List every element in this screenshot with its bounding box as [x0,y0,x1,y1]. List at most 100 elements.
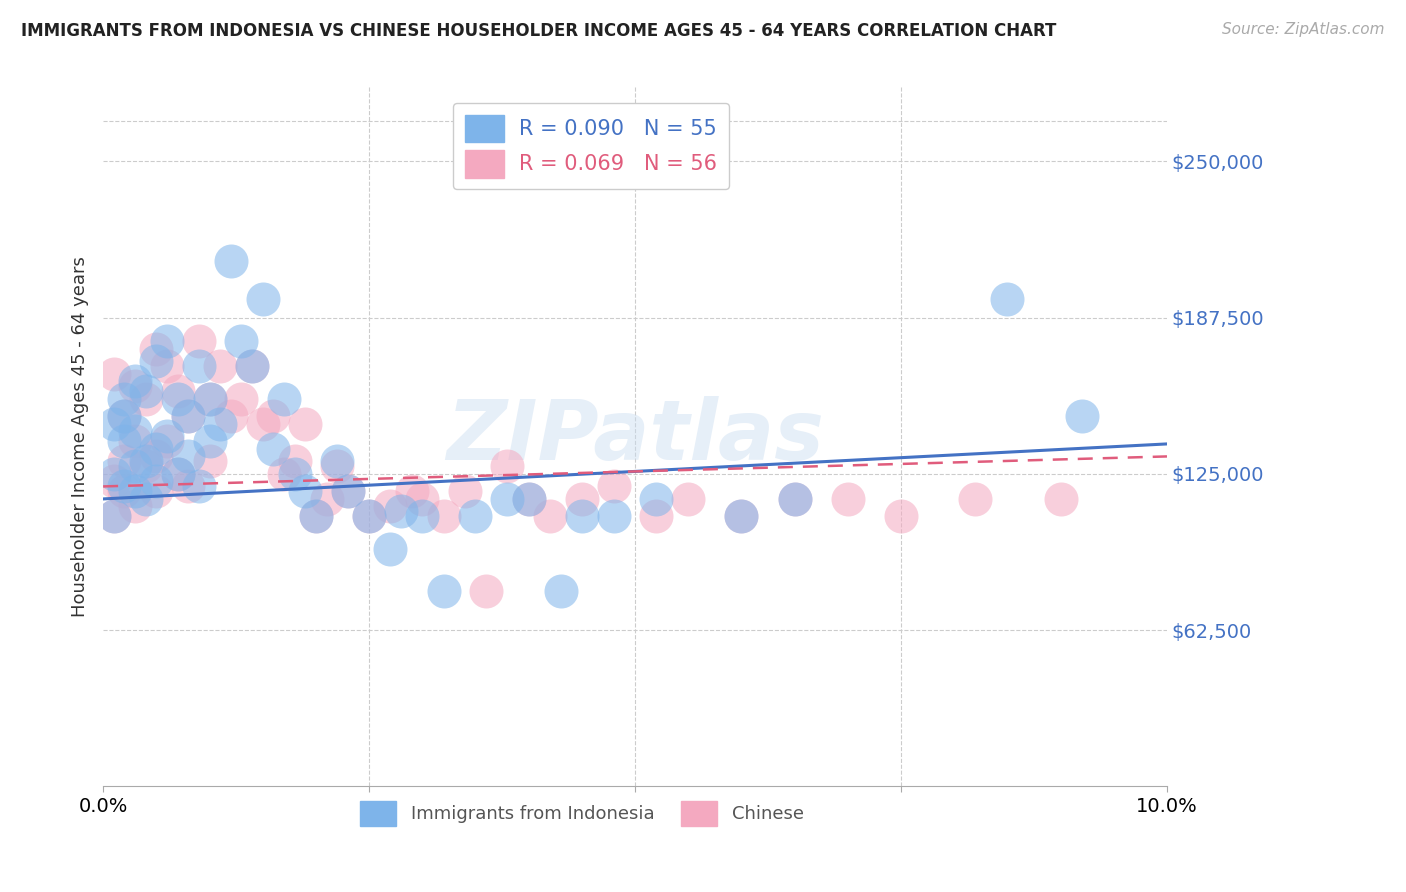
Point [231,334,253,349]
Point [103,417,125,431]
Point [198,454,221,468]
Y-axis label: Householder Income Ages 45 - 64 years: Householder Income Ages 45 - 64 years [72,256,89,617]
Point [517,491,540,506]
Point [209,359,232,374]
Point [252,417,274,431]
Point [496,491,519,506]
Point [571,491,593,506]
Point [475,584,498,599]
Point [294,484,316,499]
Point [454,484,477,499]
Point [103,509,125,524]
Point [326,459,349,474]
Point [995,292,1018,306]
Point [219,409,242,424]
Point [305,509,328,524]
Point [112,454,135,468]
Point [209,417,232,431]
Point [198,434,221,449]
Point [240,359,263,374]
Point [1049,491,1071,506]
Point [837,491,859,506]
Point [1070,409,1092,424]
Point [359,509,381,524]
Point [730,509,752,524]
Point [187,359,209,374]
Point [103,475,125,489]
Point [284,454,307,468]
Point [890,509,912,524]
Point [603,479,626,493]
Point [124,379,146,393]
Point [730,509,752,524]
Point [326,454,349,468]
Point [145,354,167,368]
Point [187,334,209,349]
Point [112,484,135,499]
Point [262,442,284,456]
Point [166,467,188,481]
Point [273,392,295,406]
Point [389,504,412,518]
Point [177,479,200,493]
Point [380,500,402,514]
Point [166,392,188,406]
Point [103,367,125,381]
Point [965,491,987,506]
Point [135,491,157,506]
Point [252,292,274,306]
Point [678,491,700,506]
Point [156,429,179,443]
Point [103,509,125,524]
Point [336,484,359,499]
Text: IMMIGRANTS FROM INDONESIA VS CHINESE HOUSEHOLDER INCOME AGES 45 - 64 YEARS CORRE: IMMIGRANTS FROM INDONESIA VS CHINESE HOU… [21,22,1056,40]
Point [135,459,157,474]
Point [240,359,263,374]
Point [305,509,328,524]
Text: ZIPatlas: ZIPatlas [446,396,824,477]
Point [112,434,135,449]
Point [124,500,146,514]
Point [145,342,167,356]
Point [198,392,221,406]
Point [401,484,423,499]
Point [177,409,200,424]
Point [124,459,146,474]
Point [603,509,626,524]
Point [135,384,157,399]
Point [112,479,135,493]
Point [124,425,146,439]
Point [645,509,668,524]
Point [783,491,806,506]
Point [156,434,179,449]
Point [166,384,188,399]
Point [177,409,200,424]
Point [112,409,135,424]
Point [145,475,167,489]
Point [124,434,146,449]
Point [464,509,486,524]
Point [496,459,519,474]
Point [112,392,135,406]
Point [124,375,146,389]
Point [231,392,253,406]
Point [571,509,593,524]
Point [145,442,167,456]
Point [411,491,433,506]
Point [432,509,454,524]
Point [124,484,146,499]
Point [262,409,284,424]
Point [380,541,402,556]
Point [187,479,209,493]
Point [273,467,295,481]
Point [315,491,337,506]
Point [145,484,167,499]
Point [145,450,167,464]
Point [156,334,179,349]
Point [103,467,125,481]
Point [538,509,561,524]
Point [517,491,540,506]
Point [156,359,179,374]
Point [294,417,316,431]
Point [166,467,188,481]
